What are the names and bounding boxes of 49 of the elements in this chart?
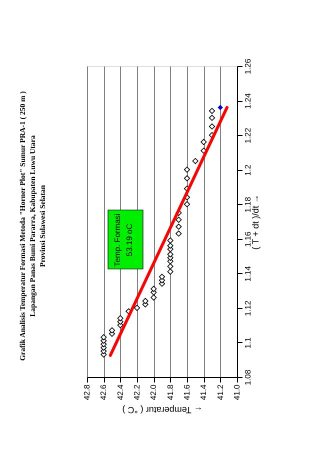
x-tick-label: 41.8 [166, 384, 175, 400]
y-tick-label: 1.14 [244, 266, 252, 282]
y-tick-label: 1.2 [244, 164, 252, 176]
x-tick-label: 42.2 [132, 384, 142, 400]
point [167, 251, 174, 258]
annotation: Temp. Formasi [113, 213, 122, 266]
x-tick-label: 42.0 [149, 384, 158, 400]
point [208, 108, 216, 114]
point [218, 104, 223, 110]
point [108, 327, 116, 334]
point [184, 201, 190, 208]
point [167, 268, 174, 275]
point [184, 175, 190, 182]
point [142, 298, 148, 304]
x-axis-title: ← Temperatur ( °C ) [122, 405, 203, 416]
point [167, 263, 174, 270]
x-tick-label: 41.4 [199, 384, 208, 400]
y-tick-label: 1.1 [244, 336, 252, 349]
point [176, 224, 182, 230]
x-tick-label: 41.6 [182, 384, 192, 400]
x-tick-label: 41.0 [232, 384, 242, 400]
point [208, 123, 216, 130]
point [200, 138, 207, 146]
point [184, 166, 190, 173]
y-tick-label: 1.08 [244, 369, 252, 386]
point [150, 294, 157, 301]
y-tick-label: 1.12 [244, 300, 252, 316]
point [192, 158, 198, 164]
point [117, 315, 124, 322]
y-tick-label: 1.16 [244, 230, 252, 248]
x-tick-label: 42.8 [82, 384, 92, 400]
point [176, 230, 182, 237]
point [150, 286, 157, 292]
point [208, 114, 216, 121]
y-tick-label: 1.18 [244, 196, 252, 213]
point [158, 274, 166, 280]
point [176, 216, 182, 223]
x-tick-label: 42.6 [99, 384, 108, 400]
y-tick-label: 1.24 [244, 92, 252, 109]
y-tick-label: 1.26 [244, 58, 252, 74]
y-tick-label: 1.22 [244, 127, 252, 144]
point [100, 334, 107, 340]
annotation: 53.19 oC [125, 224, 134, 256]
point [167, 242, 174, 249]
x-tick-label: 42.4 [116, 384, 125, 400]
y-axis-title: ( T + dt )/dt → [250, 194, 260, 250]
x-tick-label: 41.2 [216, 384, 225, 400]
point [134, 304, 140, 311]
point [167, 237, 174, 244]
